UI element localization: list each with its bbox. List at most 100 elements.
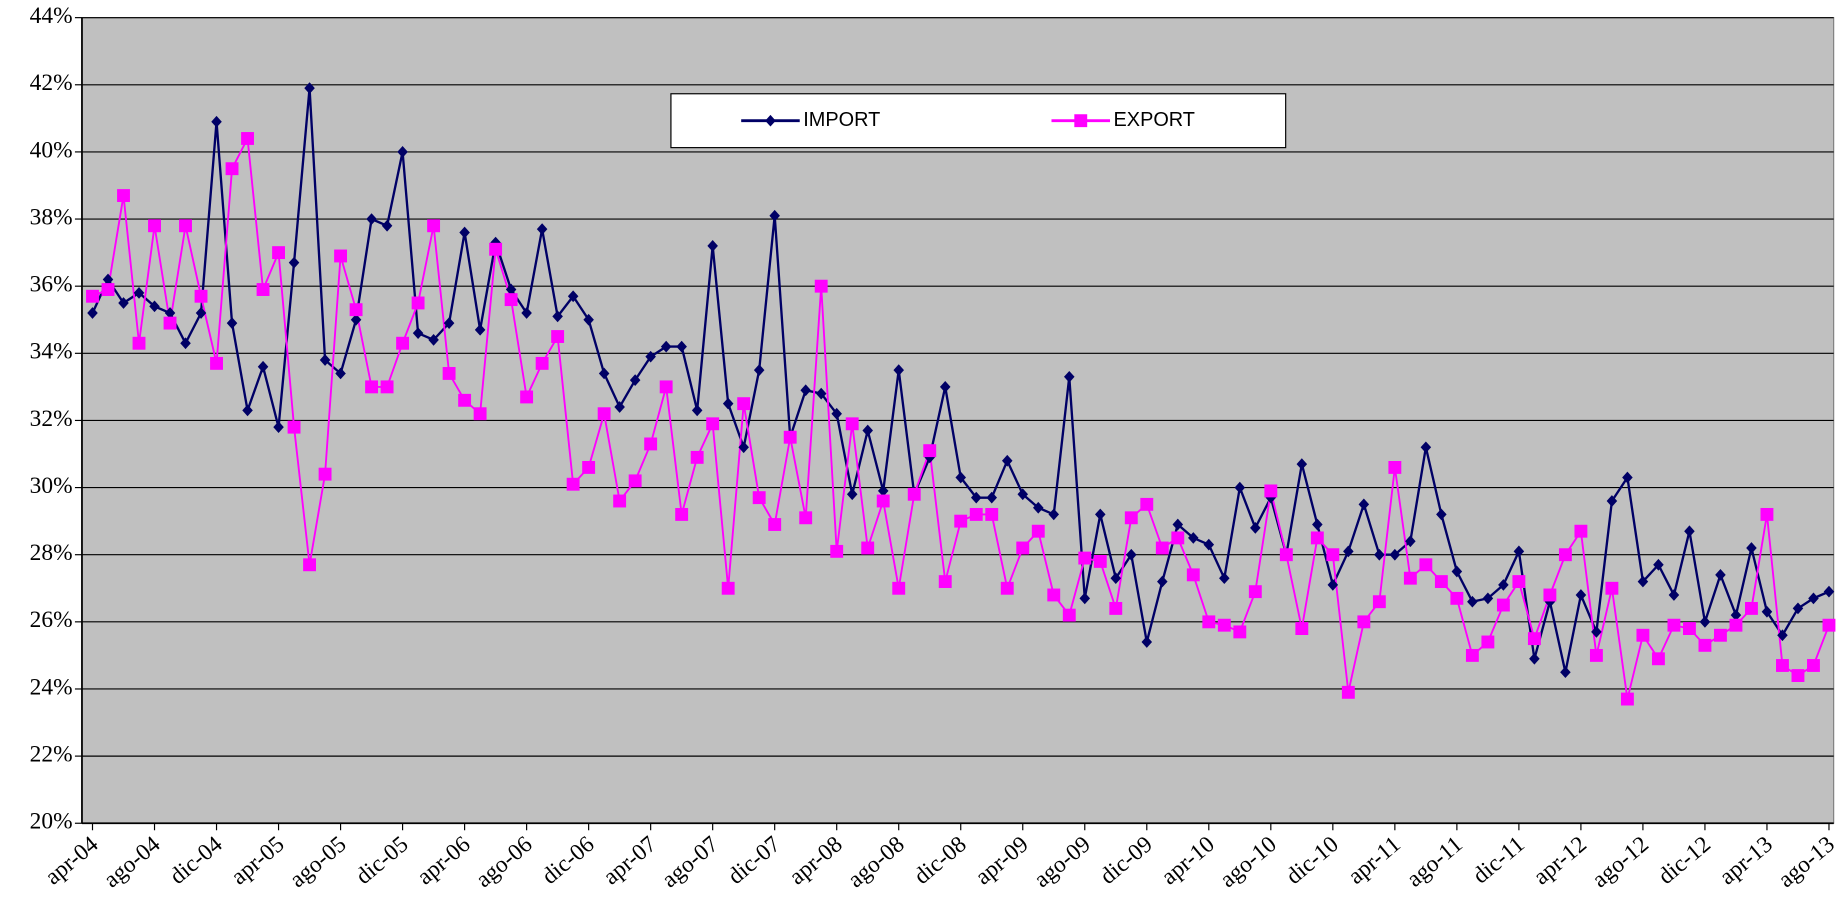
data-point [598, 367, 610, 380]
data-point [1745, 601, 1758, 615]
data-point [349, 303, 363, 317]
data-point [87, 307, 98, 319]
data-point [769, 209, 780, 222]
data-point [567, 290, 579, 303]
x-tick-label: ago-07 [657, 831, 724, 893]
data-point [845, 417, 859, 431]
data-point [986, 491, 998, 504]
data-point [1062, 608, 1076, 622]
data-point [1141, 636, 1153, 648]
data-point [504, 293, 518, 307]
data-point [1699, 615, 1711, 628]
data-point [707, 240, 718, 252]
y-tick-label: 32% [30, 406, 73, 432]
data-point [659, 380, 673, 394]
x-tick-label: ago-09 [1029, 831, 1096, 893]
x-tick-label: apr-06 [412, 831, 475, 890]
data-point [1481, 635, 1495, 649]
x-tick-label: dic-12 [1653, 831, 1716, 889]
y-tick-label: 42% [30, 70, 73, 96]
data-point [1622, 471, 1633, 484]
data-point [211, 115, 222, 128]
x-tick-label: apr-07 [598, 831, 661, 890]
data-point [1776, 659, 1789, 672]
data-point [628, 474, 642, 488]
data-point [846, 488, 858, 501]
data-point [442, 367, 456, 380]
data-point [536, 223, 548, 235]
data-point [520, 390, 534, 404]
data-point [1605, 581, 1619, 595]
x-tick-label: dic-09 [1095, 831, 1158, 889]
data-point [660, 340, 672, 353]
x-tick-label: apr-10 [1157, 831, 1220, 890]
data-point [1467, 595, 1478, 608]
data-point [892, 581, 906, 595]
data-point [1512, 575, 1526, 589]
data-point [1357, 615, 1371, 629]
data-point [1822, 618, 1836, 632]
data-point [645, 350, 656, 363]
data-point [583, 313, 594, 326]
data-point [1760, 507, 1774, 521]
data-point [629, 374, 641, 387]
data-point [722, 397, 734, 410]
data-point [923, 444, 937, 458]
data-point [799, 511, 813, 525]
data-point [1667, 618, 1681, 632]
y-tick-label: 34% [30, 339, 73, 365]
x-tick-label: dic-11 [1468, 831, 1530, 889]
data-point [1730, 609, 1742, 621]
x-tick-label: ago-04 [99, 831, 166, 893]
data-point [831, 407, 842, 420]
data-point [676, 340, 687, 353]
data-point [552, 310, 563, 323]
x-tick-label: ago-11 [1402, 831, 1468, 892]
data-point [1296, 458, 1308, 470]
data-point [1761, 605, 1773, 618]
data-point [1093, 554, 1107, 568]
data-point [303, 558, 317, 572]
data-point [1217, 618, 1231, 632]
data-point [1527, 632, 1541, 646]
data-point [117, 189, 130, 202]
y-tick-label: 30% [30, 473, 73, 499]
data-point [1248, 585, 1262, 599]
data-point [381, 219, 393, 232]
data-point [225, 162, 239, 176]
data-point [1279, 548, 1293, 562]
x-tick-label: apr-12 [1529, 831, 1592, 890]
data-point [954, 514, 968, 528]
data-point [1651, 652, 1665, 666]
data-point [1312, 518, 1323, 531]
data-point [179, 219, 192, 233]
data-point [955, 471, 967, 484]
data-point [505, 283, 517, 296]
data-point [195, 307, 207, 319]
legend-label: EXPORT [1114, 109, 1195, 131]
data-point [226, 317, 238, 329]
data-point [1124, 511, 1138, 525]
y-tick-label: 20% [30, 809, 73, 835]
data-point [473, 407, 487, 421]
data-point [907, 487, 921, 501]
data-point [877, 485, 889, 497]
data-point [1496, 598, 1510, 612]
data-point [1529, 652, 1540, 665]
data-point [133, 287, 145, 299]
x-tick-label: dic-04 [165, 831, 228, 890]
data-point [1295, 622, 1309, 635]
data-point [690, 450, 704, 464]
data-point [1684, 525, 1695, 538]
data-point [1451, 565, 1463, 578]
data-point [582, 460, 596, 474]
data-point [1792, 602, 1804, 615]
data-point [1078, 551, 1092, 565]
data-point [597, 407, 611, 421]
data-point [1450, 591, 1464, 605]
data-point [1558, 548, 1572, 562]
data-point [272, 246, 285, 260]
data-point [210, 356, 223, 370]
data-point [862, 424, 873, 437]
